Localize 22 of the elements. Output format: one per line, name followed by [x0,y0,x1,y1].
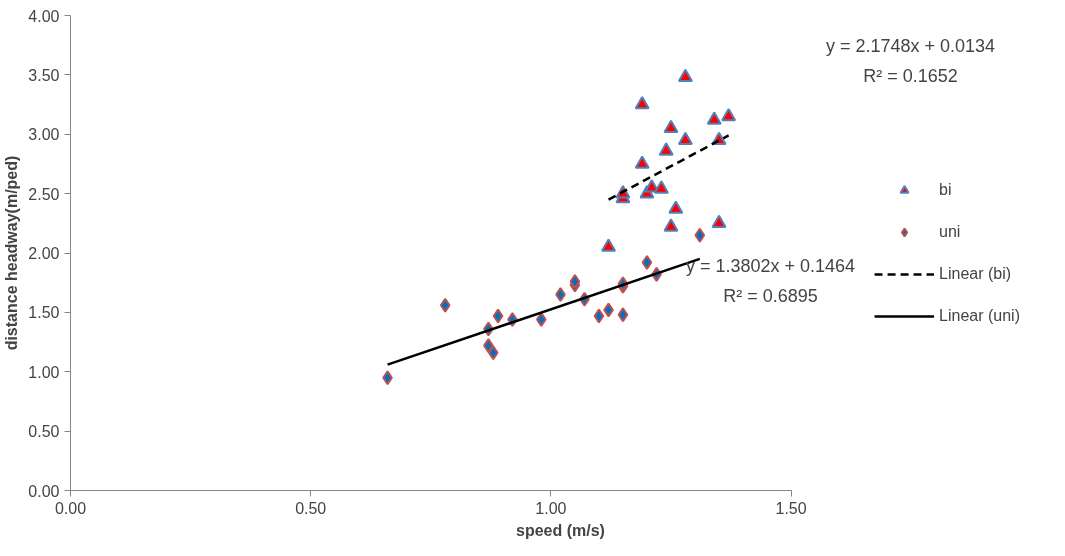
y-tick-label: 0.50 [28,423,60,441]
y-tick-label: 0.00 [28,482,60,500]
y-tick-label: 3.50 [28,66,60,84]
y-tick-label: 1.00 [28,363,60,381]
x-axis-title: speed (m/s) [516,521,605,539]
legend-label: Linear (bi) [939,264,1012,283]
text: R² = 0.1652 [863,65,958,86]
text: y = 2.1748x + 0.0134 [825,35,996,56]
x-tick-label: 1.00 [535,499,567,517]
legend-label: uni [939,222,961,241]
y-tick-label: 2.00 [28,245,60,262]
x-tick-label: 0.50 [295,499,327,517]
x-tick-label: 1.50 [775,499,807,517]
legend-label: bi [939,180,953,199]
y-tick-label: 3.00 [28,126,60,144]
y-tick-label: 2.50 [28,185,60,203]
legend-label: Linear (uni) [939,306,1020,325]
x-tick-label: 0.00 [54,499,87,517]
y-tick-label: 1.50 [28,304,60,322]
annotation: R² = 0.6895 [723,285,818,306]
y-axis-title: distance headway(m/ped) [3,155,21,351]
y-tick-label: 4.00 [28,7,60,25]
